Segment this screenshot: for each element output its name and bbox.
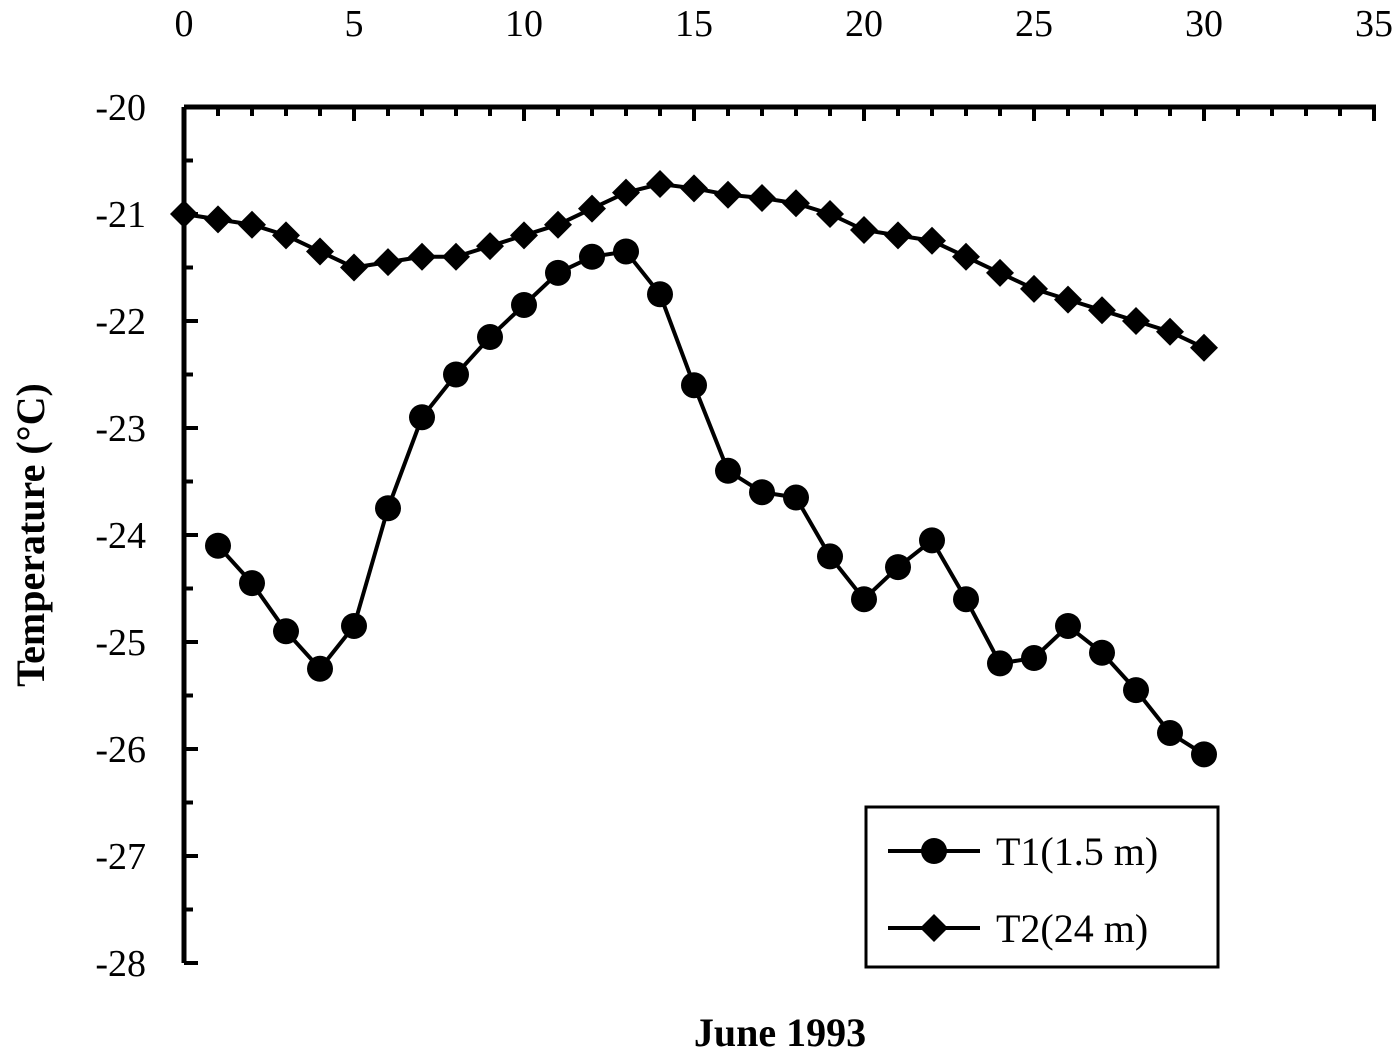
- legend-label-t2: T2(24 m): [996, 906, 1148, 951]
- data-point-t2: [918, 226, 946, 255]
- data-point-t2: [646, 170, 674, 199]
- data-point-t1: [545, 259, 571, 286]
- data-point-t1: [885, 554, 911, 581]
- y-tick-label: -23: [95, 408, 146, 450]
- data-point-t1: [477, 324, 503, 351]
- data-point-t2: [884, 221, 912, 250]
- data-point-t2: [680, 174, 708, 203]
- data-point-t1: [783, 484, 809, 511]
- data-point-t2: [272, 221, 300, 250]
- y-tick-label: -27: [95, 836, 146, 878]
- data-point-t2: [748, 183, 776, 212]
- x-tick-label: 10: [505, 3, 543, 45]
- data-point-t1: [987, 650, 1013, 677]
- data-point-t2: [1054, 285, 1082, 314]
- data-point-t1: [1191, 741, 1217, 768]
- y-tick-label: -21: [95, 194, 146, 236]
- data-point-t2: [952, 242, 980, 271]
- legend-label-t1: T1(1.5 m): [996, 829, 1158, 874]
- data-point-t2: [816, 200, 844, 228]
- data-point-t2: [612, 178, 640, 207]
- data-point-t1: [851, 586, 877, 613]
- data-point-t2: [986, 258, 1014, 287]
- legend-marker-t1: [921, 838, 947, 864]
- x-tick-label: 5: [345, 3, 364, 45]
- y-axis-title: Temperature (°C): [8, 383, 53, 687]
- x-tick-label: 30: [1185, 3, 1223, 45]
- x-tick-label: 35: [1355, 3, 1393, 45]
- x-tick-label: 15: [675, 3, 713, 45]
- data-point-t2: [238, 210, 266, 239]
- data-point-t1: [409, 404, 435, 431]
- data-point-t1: [817, 543, 843, 570]
- data-point-t1: [1089, 639, 1115, 666]
- y-tick-label: -20: [95, 87, 146, 129]
- data-point-t2: [306, 237, 334, 266]
- data-point-t2: [850, 216, 878, 245]
- data-point-t2: [578, 194, 606, 223]
- data-point-t2: [476, 232, 504, 261]
- data-point-t1: [239, 570, 265, 597]
- data-point-t2: [1088, 296, 1116, 325]
- data-point-t1: [375, 495, 401, 522]
- x-tick-label: 20: [845, 3, 883, 45]
- legend: T1(1.5 m) T2(24 m): [864, 805, 1220, 969]
- y-tick-label: -28: [95, 943, 146, 985]
- legend-box: [864, 805, 1220, 969]
- series-line-t1: [216, 249, 1206, 757]
- x-tick-label: 25: [1015, 3, 1053, 45]
- data-point-t1: [647, 281, 673, 308]
- data-point-t2: [1122, 307, 1150, 335]
- data-point-t1: [511, 291, 537, 318]
- data-point-t1: [1123, 677, 1149, 704]
- ticks: 0 5 10 15 20 25 30 35 -20 -21 -22 -23 -24 -25 -26 -27 -2…: [95, 3, 1393, 985]
- data-point-t1: [307, 655, 333, 682]
- data-point-t1: [1055, 612, 1081, 639]
- data-point-t1: [205, 532, 231, 559]
- y-tick-label: -25: [95, 622, 146, 664]
- data-point-t1: [715, 457, 741, 484]
- y-tick-label: -26: [95, 729, 146, 771]
- data-point-t2: [204, 205, 232, 234]
- data-point-t2: [1020, 274, 1048, 303]
- data-point-t2: [1156, 317, 1184, 346]
- y-tick-label: -24: [95, 515, 146, 557]
- data-point-t2: [408, 242, 436, 271]
- data-point-t2: [374, 248, 402, 277]
- data-point-t2: [1190, 333, 1218, 362]
- x-tick-label: 0: [175, 3, 194, 45]
- data-point-t1: [1021, 645, 1047, 672]
- series-line-t2: [183, 181, 1205, 350]
- data-point-t1: [579, 243, 605, 270]
- y-tick-label: -22: [95, 301, 146, 343]
- data-point-t1: [919, 527, 945, 554]
- data-point-t1: [953, 586, 979, 613]
- data-point-t1: [273, 618, 299, 645]
- data-point-t1: [681, 372, 707, 399]
- data-point-t1: [443, 361, 469, 388]
- data-point-t2: [510, 221, 538, 250]
- data-point-t1: [749, 479, 775, 506]
- data-point-t2: [442, 242, 470, 271]
- data-point-t1: [613, 238, 639, 265]
- legend-marker-t2: [920, 914, 948, 942]
- x-axis-title: June 1993: [694, 1010, 866, 1054]
- data-point-t2: [340, 253, 368, 282]
- series-layer: [170, 170, 1218, 768]
- data-point-t1: [341, 612, 367, 639]
- data-point-t2: [714, 180, 742, 209]
- data-point-t2: [782, 189, 810, 218]
- data-point-t2: [170, 200, 198, 228]
- data-point-t1: [1157, 719, 1183, 746]
- data-point-t2: [544, 210, 572, 239]
